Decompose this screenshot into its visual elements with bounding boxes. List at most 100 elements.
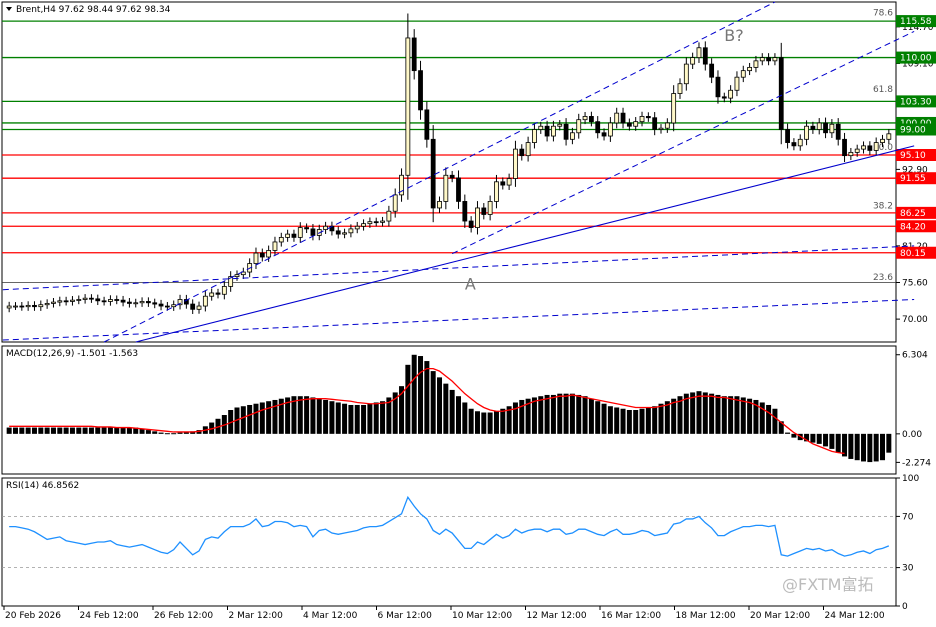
macd-bar bbox=[728, 396, 734, 434]
wave-label-b: B? bbox=[724, 26, 743, 45]
macd-bar bbox=[525, 398, 531, 434]
macd-bar bbox=[500, 408, 506, 434]
candle-body bbox=[405, 37, 411, 176]
candle-body bbox=[500, 181, 506, 186]
candle-body bbox=[114, 299, 120, 301]
candle-body bbox=[639, 116, 645, 123]
macd-bar bbox=[614, 407, 620, 434]
candle-body bbox=[202, 295, 208, 307]
macd-bar bbox=[107, 427, 113, 434]
fib-label: 78.6 bbox=[873, 8, 893, 18]
candle-body bbox=[171, 304, 177, 308]
macd-bar bbox=[44, 427, 50, 434]
level-label: 103.30 bbox=[900, 97, 932, 107]
candle-body bbox=[683, 63, 689, 85]
candle-body bbox=[709, 63, 715, 78]
time-axis-label: 6 Mar 12:00 bbox=[378, 611, 433, 621]
candle-body bbox=[456, 177, 461, 202]
time-axis-label: 10 Mar 12:00 bbox=[452, 611, 512, 621]
macd-bar bbox=[474, 411, 480, 434]
level-label: 99.00 bbox=[900, 126, 926, 136]
macd-bar bbox=[861, 433, 867, 462]
candle-body bbox=[19, 305, 25, 308]
candle-body bbox=[620, 112, 626, 124]
candle-body bbox=[614, 112, 620, 124]
trend-line-bottom-dashed bbox=[2, 299, 915, 341]
level-label: 110.00 bbox=[900, 54, 932, 64]
macd-bar bbox=[278, 398, 284, 434]
macd-bar bbox=[766, 404, 772, 434]
candle-body bbox=[76, 299, 82, 301]
macd-bar bbox=[12, 427, 18, 434]
candle-body bbox=[588, 116, 594, 123]
macd-bar bbox=[25, 427, 31, 434]
price-axis-label: 92.90 bbox=[902, 165, 928, 175]
macd-bar bbox=[652, 406, 658, 434]
macd-bar bbox=[880, 433, 886, 461]
candle-body bbox=[475, 207, 480, 228]
candle-body bbox=[816, 122, 822, 130]
candle-body bbox=[108, 299, 113, 302]
macd-bar bbox=[785, 432, 791, 434]
macd-bar bbox=[873, 433, 879, 462]
candle-body bbox=[335, 230, 341, 235]
macd-bar bbox=[114, 427, 120, 434]
macd-bar bbox=[405, 364, 411, 434]
candle-body bbox=[861, 145, 866, 150]
macd-bar bbox=[734, 396, 740, 434]
candle-body bbox=[677, 83, 683, 94]
candle-body bbox=[538, 125, 544, 130]
candle-body bbox=[285, 233, 291, 238]
macd-bar bbox=[468, 408, 474, 434]
candle-body bbox=[89, 297, 94, 300]
macd-bar bbox=[6, 427, 12, 434]
macd-bar bbox=[804, 433, 810, 442]
macd-bar bbox=[323, 399, 329, 434]
candle-body bbox=[671, 93, 677, 124]
rsi-line bbox=[9, 495, 890, 557]
macd-bar bbox=[823, 433, 829, 447]
candle-body bbox=[63, 300, 69, 303]
macd-bar bbox=[816, 433, 822, 444]
macd-bar bbox=[120, 427, 126, 434]
macd-bar bbox=[285, 397, 291, 434]
macd-bar bbox=[747, 398, 753, 434]
candle-body bbox=[766, 57, 771, 62]
macd-signal-line bbox=[9, 367, 845, 455]
candle-body bbox=[32, 304, 37, 308]
pane-frame-1 bbox=[1, 1, 897, 343]
candle-body bbox=[120, 299, 126, 303]
candle-body bbox=[392, 194, 398, 212]
macd-bar bbox=[563, 393, 569, 434]
candle-body bbox=[291, 233, 297, 238]
price-axis-label: 70.00 bbox=[902, 315, 928, 325]
level-label: 91.55 bbox=[900, 174, 926, 184]
macd-bar bbox=[88, 427, 94, 434]
macd-bar bbox=[316, 398, 322, 434]
macd-bar bbox=[493, 411, 499, 434]
candle-body bbox=[747, 66, 753, 72]
candle-body bbox=[386, 210, 392, 222]
candle-body bbox=[873, 142, 879, 151]
price-axis-label: 114.70 bbox=[902, 23, 934, 33]
macd-bar bbox=[69, 427, 75, 434]
candle-body bbox=[664, 122, 670, 129]
candle-body bbox=[829, 123, 835, 134]
level-badge bbox=[896, 95, 936, 108]
level-badge bbox=[896, 246, 936, 259]
macd-bar bbox=[512, 402, 518, 434]
macd-bar bbox=[842, 433, 848, 457]
candle-body bbox=[702, 47, 708, 65]
macd-bar bbox=[126, 427, 132, 434]
level-badge bbox=[896, 172, 936, 185]
macd-bar bbox=[683, 393, 689, 434]
macd-bar bbox=[481, 412, 487, 434]
candle-body bbox=[551, 125, 556, 137]
macd-bar bbox=[342, 403, 348, 434]
macd-bar bbox=[291, 396, 297, 434]
level-badge bbox=[896, 220, 936, 233]
time-axis-label: 26 Feb 12:00 bbox=[154, 611, 213, 621]
candle-body bbox=[753, 60, 759, 68]
candle-body bbox=[139, 301, 145, 304]
